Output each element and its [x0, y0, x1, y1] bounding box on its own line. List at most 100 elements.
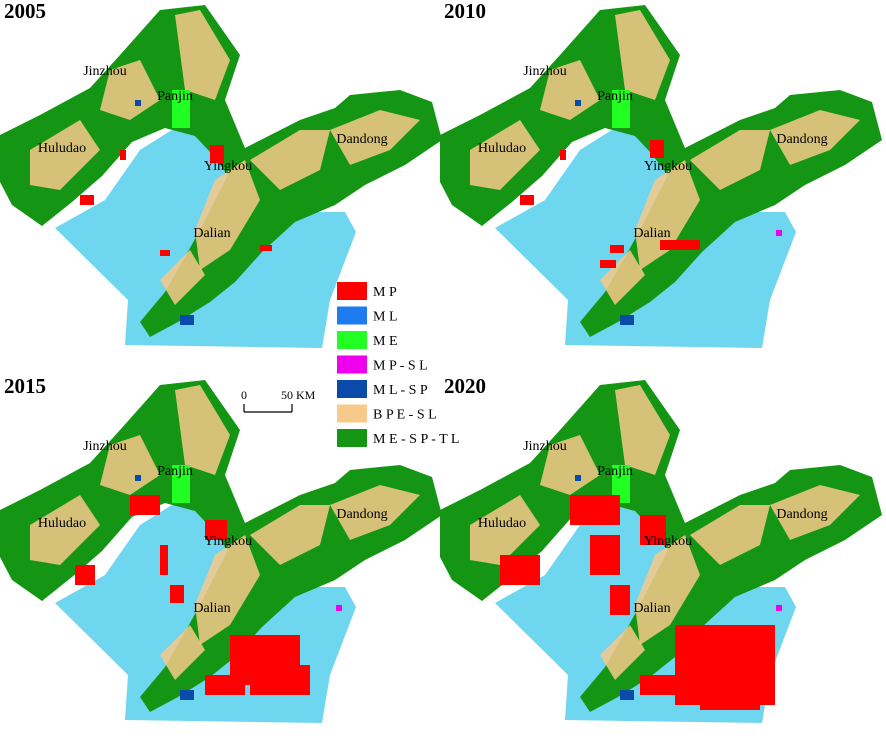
- farmland: [30, 120, 100, 190]
- reclamation-patch: [560, 150, 566, 160]
- reclamation-patch: [610, 585, 630, 615]
- map-panel: 2005 Jinzhou Panjin Huludao Yingkou Dandong Da…: [0, 0, 442, 348]
- panel-year: 2010: [444, 0, 486, 23]
- legend-label: M L - S P: [373, 383, 428, 398]
- farmland: [160, 250, 205, 305]
- scale-start: 0: [241, 388, 247, 402]
- city-label: Dalian: [633, 226, 670, 241]
- city-label: Panjin: [597, 89, 633, 104]
- legend-label: M L: [373, 310, 398, 325]
- reclamation-patch: [75, 565, 95, 585]
- farmland: [770, 110, 860, 165]
- city-label: Dalian: [633, 601, 670, 616]
- farmland: [330, 110, 420, 165]
- panels: 2005 Jinzhou Panjin Huludao Yingkou Dandong Da…: [0, 0, 882, 723]
- city-label: Jinzhou: [523, 64, 567, 79]
- farmland: [635, 160, 700, 270]
- reclamation-patch: [210, 145, 224, 163]
- farmland: [615, 10, 670, 100]
- wetland: [612, 465, 630, 503]
- city-label: Dalian: [193, 226, 230, 241]
- farmland: [470, 120, 540, 190]
- legend: M P M L M E M P - S L M L - S P B P E - S L M …: [337, 282, 459, 447]
- reclamation-patch: [170, 585, 184, 603]
- reclamation-patch: [130, 495, 160, 515]
- farmland: [160, 625, 205, 680]
- wetland: [172, 465, 190, 503]
- reservoir: [620, 315, 634, 325]
- map-panel: 2010 Jinzhou Panjin Huludao Yingkou Dandong Da…: [440, 0, 882, 348]
- reclamation-patch: [570, 495, 620, 525]
- reclamation-patch: [205, 520, 227, 540]
- city-label: Huludao: [38, 516, 86, 531]
- reclamation-patch: [260, 245, 272, 251]
- legend-label: M P: [373, 285, 397, 300]
- farmland: [330, 485, 420, 540]
- city-label: Huludao: [478, 141, 526, 156]
- farmland: [600, 625, 645, 680]
- city-label: Dandong: [336, 132, 387, 147]
- legend-label: M E: [373, 334, 398, 349]
- map-panel: 2020 Jinzhou Panjin Huludao Yingkou Dandong Da…: [440, 374, 882, 723]
- city-label: Dandong: [776, 132, 827, 147]
- reclamation-patch: [160, 545, 168, 575]
- city-label: Huludao: [478, 516, 526, 531]
- scale-end: 50 KM: [281, 388, 316, 402]
- farmland: [100, 435, 160, 495]
- reclamation-patch: [500, 555, 540, 585]
- legend-label: M E - S P - T L: [373, 432, 459, 447]
- panel-year: 2015: [4, 374, 46, 398]
- legend-swatch: [337, 282, 367, 300]
- reservoir: [620, 690, 634, 700]
- panel-year: 2020: [444, 374, 486, 398]
- farmland: [540, 60, 600, 120]
- wetland: [612, 90, 630, 128]
- reclamation-patch: [120, 150, 126, 160]
- farmland: [470, 495, 540, 565]
- city-label: Huludao: [38, 141, 86, 156]
- panel-year: 2005: [4, 0, 46, 23]
- city-label: Jinzhou: [83, 64, 127, 79]
- reclamation-patch: [650, 140, 664, 158]
- city-label: Panjin: [157, 464, 193, 479]
- reclamation-patch: [640, 515, 666, 545]
- legend-swatch: [337, 331, 367, 349]
- city-label: Yingkou: [644, 534, 692, 549]
- city-label: Dalian: [193, 601, 230, 616]
- city-label: Yingkou: [644, 159, 692, 174]
- city-label: Dandong: [336, 507, 387, 522]
- farmland: [615, 385, 670, 475]
- legend-label: M P - S L: [373, 359, 428, 374]
- reclamation-patch: [250, 665, 310, 695]
- scale-bar: 0 50 KM: [241, 388, 316, 413]
- map-panel: 2015 Jinzhou Panjin Huludao Yingkou Dandong Da…: [0, 374, 442, 723]
- farmland: [175, 385, 230, 475]
- legend-swatch: [337, 404, 367, 423]
- farmland: [250, 130, 330, 190]
- farmland: [175, 10, 230, 100]
- farmland: [195, 535, 260, 645]
- city-label: Yingkou: [204, 534, 252, 549]
- reclamation-patch: [205, 675, 245, 695]
- city-label: Yingkou: [204, 159, 252, 174]
- reservoir: [575, 475, 581, 481]
- farmland: [540, 435, 600, 495]
- reclamation-patch: [590, 535, 620, 575]
- legend-swatch: [337, 429, 367, 447]
- farmland: [690, 505, 770, 565]
- farmland: [635, 535, 700, 645]
- farmland: [600, 250, 645, 305]
- legend-swatch: [337, 355, 367, 374]
- reservoir: [180, 690, 194, 700]
- reclamation-patch: [660, 240, 700, 250]
- reclamation-patch: [80, 195, 94, 205]
- farmland: [195, 160, 260, 270]
- reservoir: [575, 100, 581, 106]
- reservoir: [135, 100, 141, 106]
- farmland: [250, 505, 330, 565]
- city-label: Panjin: [157, 89, 193, 104]
- wetland: [172, 90, 190, 128]
- reclamation-patch: [520, 195, 534, 205]
- legend-swatch: [337, 306, 367, 325]
